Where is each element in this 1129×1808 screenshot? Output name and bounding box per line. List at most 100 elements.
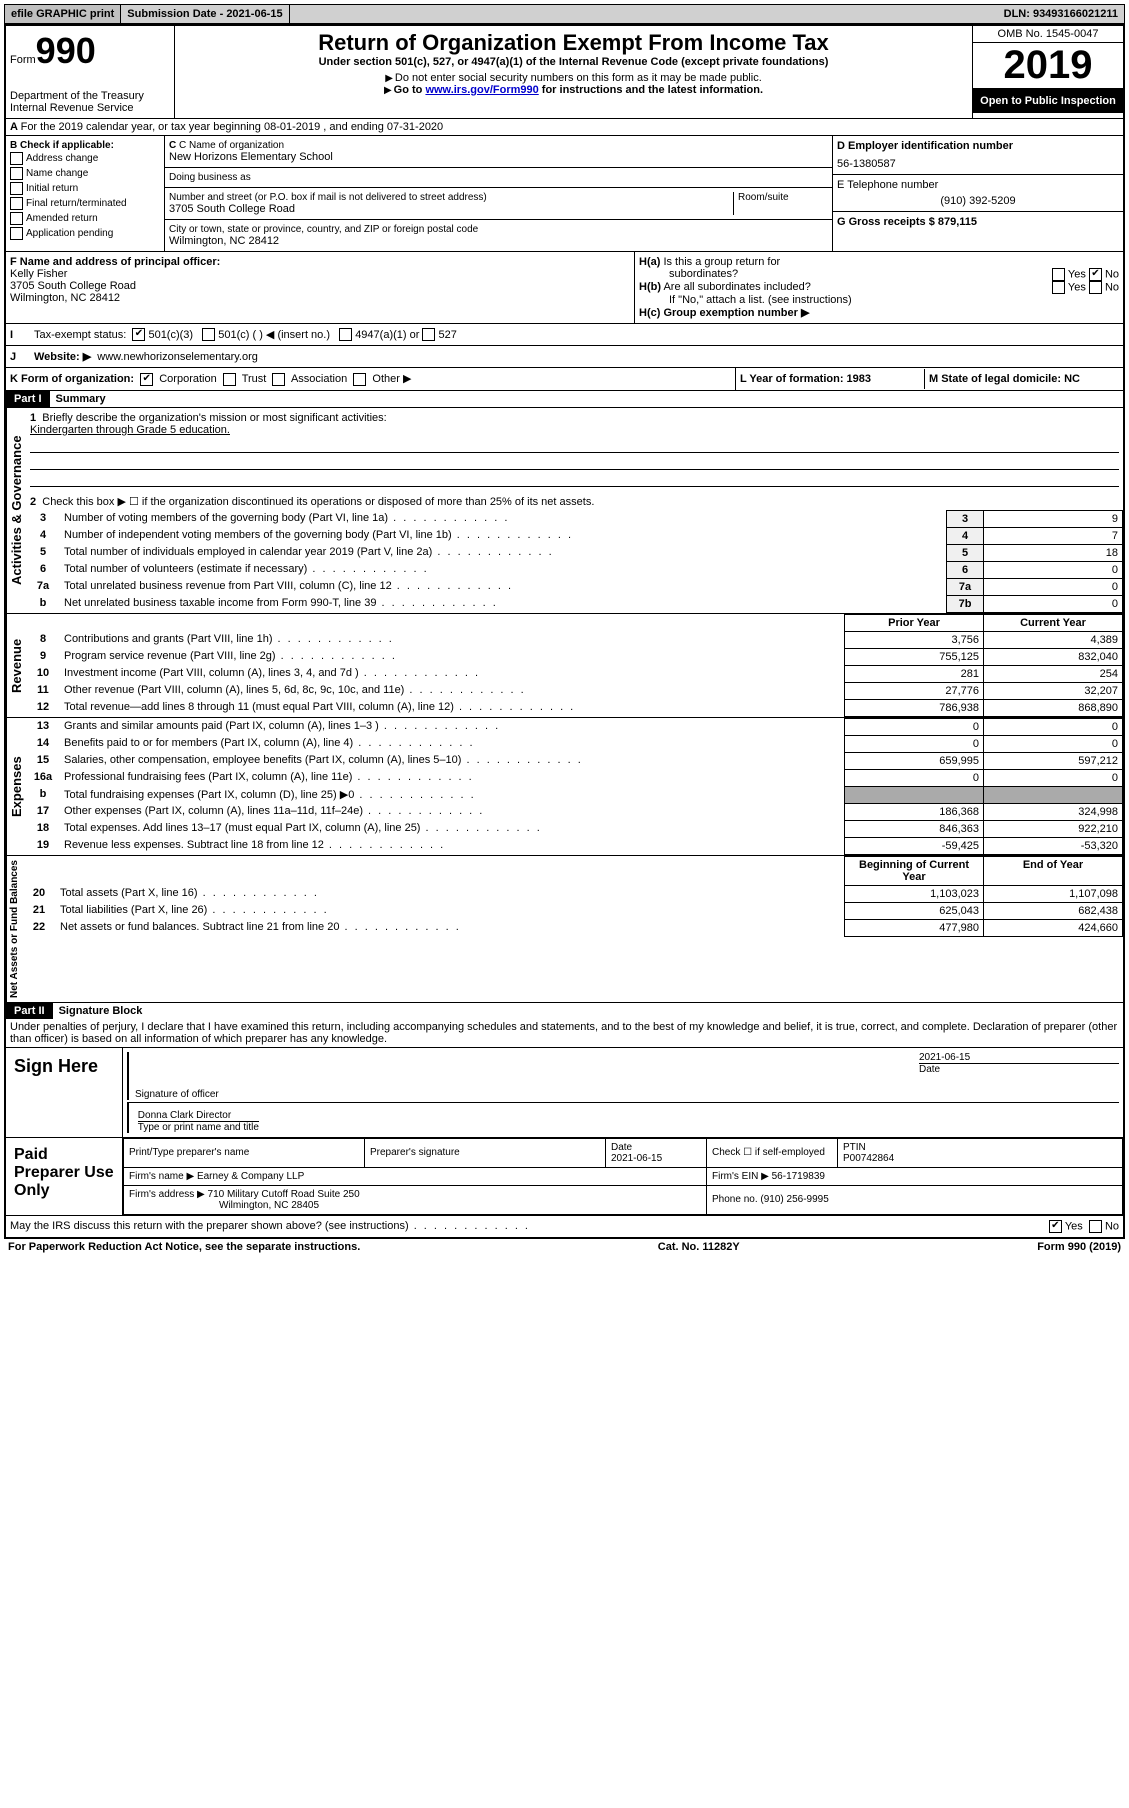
section-a: A For the 2019 calendar year, or tax yea… xyxy=(6,118,1123,135)
form-number: Form990 xyxy=(10,30,170,72)
footer: For Paperwork Reduction Act Notice, see … xyxy=(4,1239,1125,1255)
cb-assoc[interactable] xyxy=(272,373,285,386)
efile-button[interactable]: efile GRAPHIC print xyxy=(5,5,121,23)
dba-label: Doing business as xyxy=(169,172,828,183)
omb-number: OMB No. 1545-0047 xyxy=(973,26,1123,43)
irs-link[interactable]: www.irs.gov/Form990 xyxy=(425,84,538,96)
phone: (910) 392-5209 xyxy=(837,195,1119,207)
row-k: K Form of organization: Corporation Trus… xyxy=(6,367,1123,390)
table-row: 12Total revenue—add lines 8 through 11 (… xyxy=(26,699,1123,716)
form-header: Form990 Department of the Treasury Inter… xyxy=(6,26,1123,118)
table-row: bNet unrelated business taxable income f… xyxy=(26,595,1123,612)
note-ssn: Do not enter social security numbers on … xyxy=(179,72,968,84)
table-row: 11Other revenue (Part VIII, column (A), … xyxy=(26,682,1123,699)
table-netassets: Beginning of Current YearEnd of Year20To… xyxy=(22,856,1123,937)
table-row: 10Investment income (Part VIII, column (… xyxy=(26,665,1123,682)
q2-text: Check this box ▶ ☐ if the organization d… xyxy=(42,496,594,508)
top-bar: efile GRAPHIC print Submission Date - 20… xyxy=(4,4,1125,24)
table-revenue: Prior YearCurrent Year8Contributions and… xyxy=(26,614,1123,717)
label-revenue: Revenue xyxy=(6,614,26,717)
form-title: Return of Organization Exempt From Incom… xyxy=(179,30,968,56)
section-netassets: Net Assets or Fund Balances Beginning of… xyxy=(6,855,1123,1002)
sign-here: Sign Here Signature of officer 2021-06-1… xyxy=(6,1047,1123,1137)
table-row: 17Other expenses (Part IX, column (A), l… xyxy=(26,803,1123,820)
cb-trust[interactable] xyxy=(223,373,236,386)
gross-receipts: G Gross receipts $ 879,115 xyxy=(837,216,977,228)
cb-other[interactable] xyxy=(353,373,366,386)
prep-name-h: Print/Type preparer's name xyxy=(124,1138,365,1167)
mission-text: Kindergarten through Grade 5 education. xyxy=(30,424,230,436)
checkbox-final-return-terminated[interactable]: Final return/terminated xyxy=(10,196,160,211)
footer-left: For Paperwork Reduction Act Notice, see … xyxy=(8,1241,360,1253)
label-governance: Activities & Governance xyxy=(6,408,26,613)
dept-label: Department of the Treasury xyxy=(10,90,170,102)
cb-527[interactable] xyxy=(422,328,435,341)
org-name-label: C C Name of organization xyxy=(169,140,828,151)
table-row: 7aTotal unrelated business revenue from … xyxy=(26,578,1123,595)
dln: DLN: 93493166021211 xyxy=(998,5,1124,23)
table-row: 16aProfessional fundraising fees (Part I… xyxy=(26,769,1123,786)
table-row: 5Total number of individuals employed in… xyxy=(26,544,1123,561)
section-expenses: Expenses 13Grants and similar amounts pa… xyxy=(6,717,1123,855)
tax-year: 2019 xyxy=(973,43,1123,89)
sign-date-label: Date xyxy=(919,1063,1119,1075)
row-f-h: F Name and address of principal officer:… xyxy=(6,251,1123,323)
checkbox-initial-return[interactable]: Initial return xyxy=(10,181,160,196)
info-grid: B Check if applicable: Address changeNam… xyxy=(6,135,1123,251)
state-domicile: M State of legal domicile: NC xyxy=(925,369,1123,389)
part2-header: Part II Signature Block xyxy=(6,1002,1123,1019)
table-row: 20Total assets (Part X, line 16)1,103,02… xyxy=(22,885,1123,902)
table-row: 8Contributions and grants (Part VIII, li… xyxy=(26,631,1123,648)
col-c: C C Name of organization New Horizons El… xyxy=(165,136,833,251)
table-row: 13Grants and similar amounts paid (Part … xyxy=(26,718,1123,735)
sig-officer-label: Signature of officer xyxy=(135,1089,219,1100)
org-form-label: K Form of organization: xyxy=(10,373,134,385)
prep-label: Paid Preparer Use Only xyxy=(6,1138,123,1215)
table-row: 15Salaries, other compensation, employee… xyxy=(26,752,1123,769)
form-word: Form xyxy=(10,54,36,66)
year-formation: L Year of formation: 1983 xyxy=(736,369,925,389)
checkbox-amended-return[interactable]: Amended return xyxy=(10,211,160,226)
sign-date: 2021-06-15 xyxy=(919,1052,1119,1063)
discuss-row: May the IRS discuss this return with the… xyxy=(6,1215,1123,1237)
table-row: bTotal fundraising expenses (Part IX, co… xyxy=(26,786,1123,803)
hc: H(c) Group exemption number ▶ xyxy=(639,306,1119,319)
city: Wilmington, NC 28412 xyxy=(169,235,828,247)
org-name: New Horizons Elementary School xyxy=(169,151,828,163)
declaration: Under penalties of perjury, I declare th… xyxy=(6,1019,1123,1047)
signer-name-label: Type or print name and title xyxy=(138,1121,259,1133)
checkbox-address-change[interactable]: Address change xyxy=(10,151,160,166)
col-b-label: B Check if applicable: xyxy=(10,140,114,151)
checkbox-name-change[interactable]: Name change xyxy=(10,166,160,181)
table-row: 4Number of independent voting members of… xyxy=(26,527,1123,544)
city-label: City or town, state or province, country… xyxy=(169,224,828,235)
street: 3705 South College Road xyxy=(169,203,729,215)
note-link: Go to www.irs.gov/Form990 for instructio… xyxy=(179,84,968,96)
cb-4947[interactable] xyxy=(339,328,352,341)
hb-note: If "No," attach a list. (see instruction… xyxy=(639,294,1119,306)
table-row: 14Benefits paid to or for members (Part … xyxy=(26,735,1123,752)
table-row: 9Program service revenue (Part VIII, lin… xyxy=(26,648,1123,665)
form-subtitle: Under section 501(c), 527, or 4947(a)(1)… xyxy=(179,56,968,68)
ein-label: D Employer identification number xyxy=(837,140,1013,152)
cb-501c[interactable] xyxy=(202,328,215,341)
row-j: J Website: ▶ www.newhorizonselementary.o… xyxy=(6,345,1123,367)
prep-sig-h: Preparer's signature xyxy=(365,1138,606,1167)
cb-discuss-no[interactable] xyxy=(1089,1220,1102,1233)
signer-name: Donna Clark Director xyxy=(138,1110,259,1121)
checkbox-application-pending[interactable]: Application pending xyxy=(10,226,160,241)
cb-corp[interactable] xyxy=(140,373,153,386)
cb-501c3[interactable] xyxy=(132,328,145,341)
sign-label: Sign Here xyxy=(6,1048,123,1137)
submission-date: Submission Date - 2021-06-15 xyxy=(121,5,289,23)
officer-label: F Name and address of principal officer: xyxy=(10,256,220,268)
prep-check: Check ☐ if self-employed xyxy=(707,1138,838,1167)
cb-discuss-yes[interactable] xyxy=(1049,1220,1062,1233)
open-inspection: Open to Public Inspection xyxy=(973,89,1123,113)
paid-preparer: Paid Preparer Use Only Print/Type prepar… xyxy=(6,1137,1123,1215)
table-row: 19Revenue less expenses. Subtract line 1… xyxy=(26,837,1123,854)
form-container: Form990 Department of the Treasury Inter… xyxy=(4,24,1125,1239)
table-row: 6Total number of volunteers (estimate if… xyxy=(26,561,1123,578)
tax-status-label: Tax-exempt status: xyxy=(34,329,126,341)
room-label: Room/suite xyxy=(734,192,828,215)
